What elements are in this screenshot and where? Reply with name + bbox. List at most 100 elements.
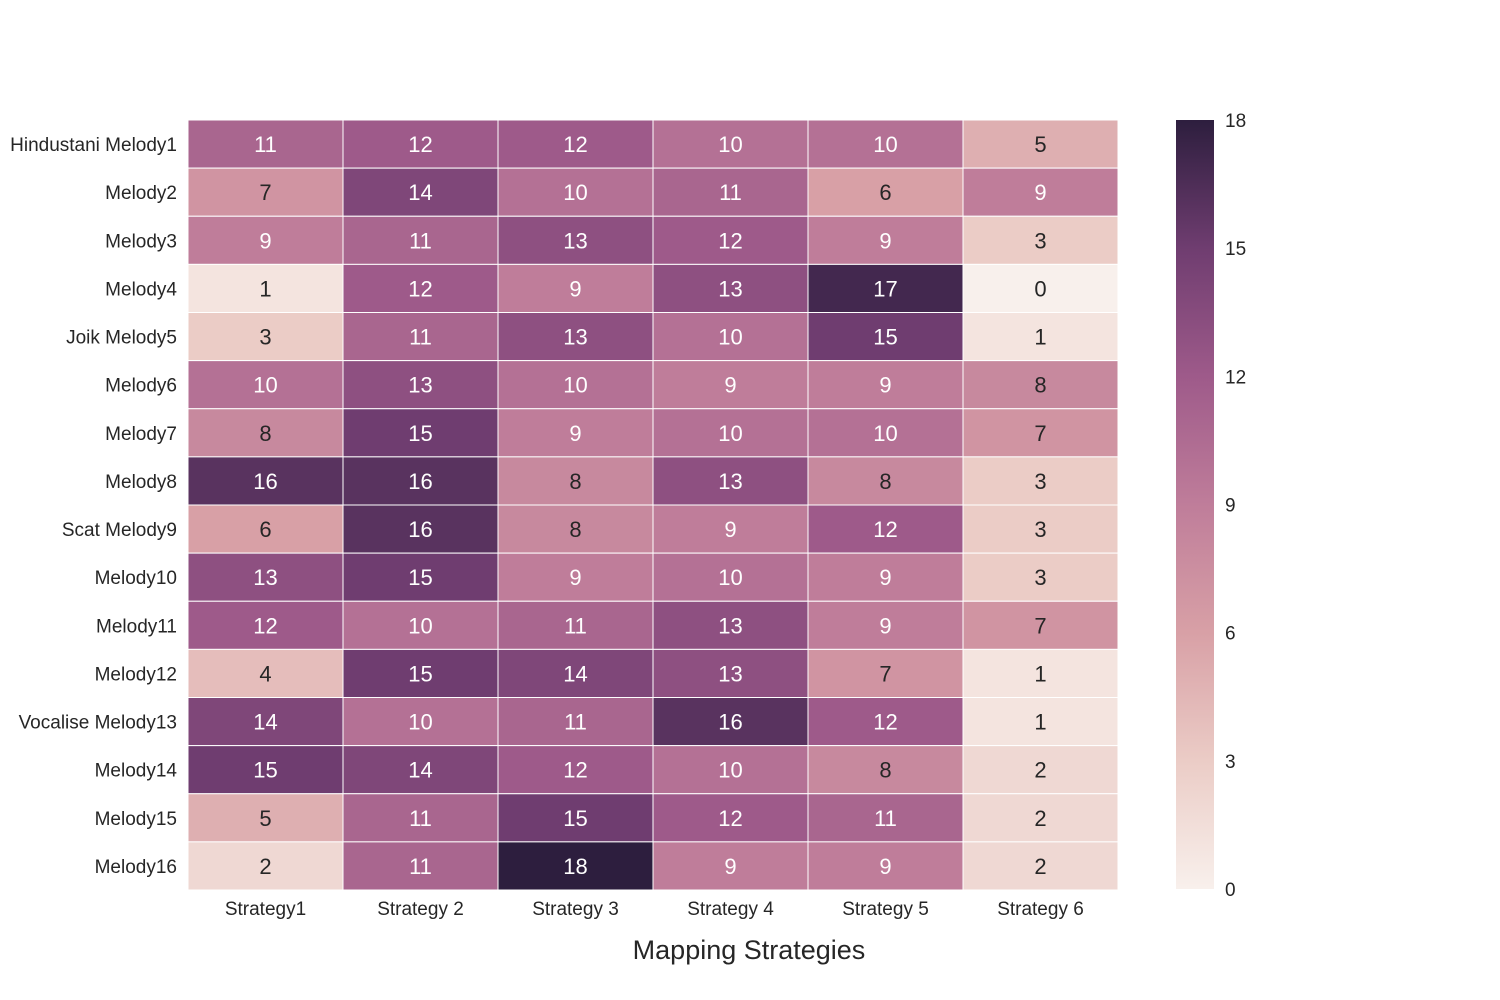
column-label: Strategy 6 bbox=[997, 899, 1084, 920]
cell-value-label: 8 bbox=[259, 421, 271, 446]
cell-value-label: 15 bbox=[408, 661, 432, 686]
heatmap-cell bbox=[497, 408, 654, 458]
cell-value-label: 12 bbox=[408, 132, 432, 157]
cell-value-label: 13 bbox=[563, 228, 587, 253]
cell-value-label: 11 bbox=[409, 325, 432, 350]
cell-value-label: 12 bbox=[253, 613, 277, 638]
heatmap-cell bbox=[187, 215, 344, 265]
cell-value-label: 10 bbox=[718, 565, 742, 590]
cell-value-label: 7 bbox=[879, 661, 891, 686]
cell-value-label: 9 bbox=[569, 276, 581, 301]
column-label: Strategy 2 bbox=[377, 899, 464, 920]
heatmap-cell bbox=[652, 263, 809, 313]
row-label: Melody16 bbox=[95, 857, 177, 878]
heatmap-cell bbox=[962, 745, 1119, 795]
cell-value-label: 8 bbox=[1034, 373, 1046, 398]
heatmap-cell bbox=[497, 312, 654, 362]
cell-value-label: 9 bbox=[569, 421, 581, 446]
heatmap-cell bbox=[652, 793, 809, 843]
heatmap-cell bbox=[962, 360, 1119, 410]
heatmap-cell bbox=[342, 841, 499, 891]
row-label: Melody2 bbox=[105, 183, 177, 204]
cell-value-label: 14 bbox=[563, 661, 587, 686]
cell-value-label: 16 bbox=[408, 469, 432, 494]
cell-value-label: 10 bbox=[563, 373, 587, 398]
cell-value-label: 13 bbox=[563, 325, 587, 350]
heatmap-cell bbox=[187, 263, 344, 313]
cell-value-label: 14 bbox=[408, 180, 432, 205]
colorbar-tick-label: 0 bbox=[1225, 880, 1236, 901]
cell-value-label: 9 bbox=[1034, 180, 1046, 205]
cell-value-label: 12 bbox=[563, 758, 587, 783]
heatmap-cell bbox=[342, 504, 499, 554]
heatmap-cell bbox=[187, 504, 344, 554]
cell-value-label: 5 bbox=[1034, 132, 1046, 157]
row-label: Hindustani Melody1 bbox=[10, 135, 177, 156]
heatmap-cell bbox=[807, 841, 964, 891]
heatmap-cell bbox=[652, 215, 809, 265]
cell-value-label: 15 bbox=[408, 565, 432, 590]
heatmap-cell bbox=[187, 312, 344, 362]
cell-value-label: 14 bbox=[253, 710, 277, 735]
heatmap-cell bbox=[807, 793, 964, 843]
cell-value-label: 7 bbox=[1034, 421, 1046, 446]
cell-value-label: 2 bbox=[1034, 806, 1046, 831]
column-label: Strategy 5 bbox=[842, 899, 929, 920]
cell-value-label: 18 bbox=[563, 854, 587, 879]
heatmap-cell bbox=[187, 600, 344, 650]
heatmap-cell bbox=[187, 552, 344, 602]
cell-value-label: 10 bbox=[563, 180, 587, 205]
heatmap-cell bbox=[652, 408, 809, 458]
heatmap-cell bbox=[497, 745, 654, 795]
cell-value-label: 16 bbox=[718, 710, 742, 735]
colorbar-tick-label: 12 bbox=[1225, 367, 1246, 388]
heatmap-cell bbox=[807, 504, 964, 554]
heatmap-cell bbox=[652, 648, 809, 698]
row-label: Melody12 bbox=[95, 664, 177, 685]
row-label: Vocalise Melody13 bbox=[19, 713, 177, 734]
column-label: Strategy1 bbox=[225, 899, 306, 920]
colorbar-tick-label: 6 bbox=[1225, 624, 1236, 645]
heatmap-cell bbox=[807, 215, 964, 265]
heatmap-cell bbox=[187, 841, 344, 891]
heatmap-cell bbox=[497, 793, 654, 843]
cell-value-label: 1 bbox=[1034, 661, 1046, 686]
row-label: Melody3 bbox=[105, 231, 177, 252]
cell-value-label: 3 bbox=[1034, 228, 1046, 253]
cell-value-label: 11 bbox=[564, 710, 587, 735]
heatmap-cell bbox=[652, 312, 809, 362]
colorbar-tick-label: 3 bbox=[1225, 752, 1236, 773]
heatmap-cell bbox=[187, 119, 344, 169]
heatmap-cell bbox=[187, 456, 344, 506]
colorbar-tick-label: 15 bbox=[1225, 239, 1246, 260]
cell-value-label: 15 bbox=[873, 325, 897, 350]
heatmap-cell bbox=[342, 552, 499, 602]
cell-value-label: 8 bbox=[569, 517, 581, 542]
colorbar-tick-label: 18 bbox=[1225, 111, 1246, 132]
cell-value-label: 10 bbox=[873, 421, 897, 446]
heatmap-cell bbox=[342, 167, 499, 217]
cell-value-label: 13 bbox=[718, 613, 742, 638]
heatmap-cell bbox=[187, 648, 344, 698]
heatmap-cell bbox=[342, 648, 499, 698]
cell-value-label: 3 bbox=[1034, 517, 1046, 542]
cell-value-label: 13 bbox=[718, 469, 742, 494]
cell-value-label: 10 bbox=[253, 373, 277, 398]
cell-value-label: 11 bbox=[409, 228, 432, 253]
heatmap-cell bbox=[497, 841, 654, 891]
row-label: Joik Melody5 bbox=[66, 328, 177, 349]
cell-value-label: 10 bbox=[718, 132, 742, 157]
cell-value-label: 14 bbox=[408, 758, 432, 783]
column-label: Strategy 4 bbox=[687, 899, 774, 920]
cell-value-label: 3 bbox=[1034, 469, 1046, 494]
cell-value-label: 10 bbox=[718, 421, 742, 446]
heatmap-cell bbox=[652, 841, 809, 891]
cell-value-label: 2 bbox=[259, 854, 271, 879]
heatmap-cell bbox=[807, 552, 964, 602]
heatmap-cell bbox=[962, 648, 1119, 698]
heatmap-cell bbox=[497, 119, 654, 169]
heatmap-cell bbox=[342, 119, 499, 169]
heatmap-cell bbox=[497, 697, 654, 747]
heatmap-cell bbox=[962, 600, 1119, 650]
